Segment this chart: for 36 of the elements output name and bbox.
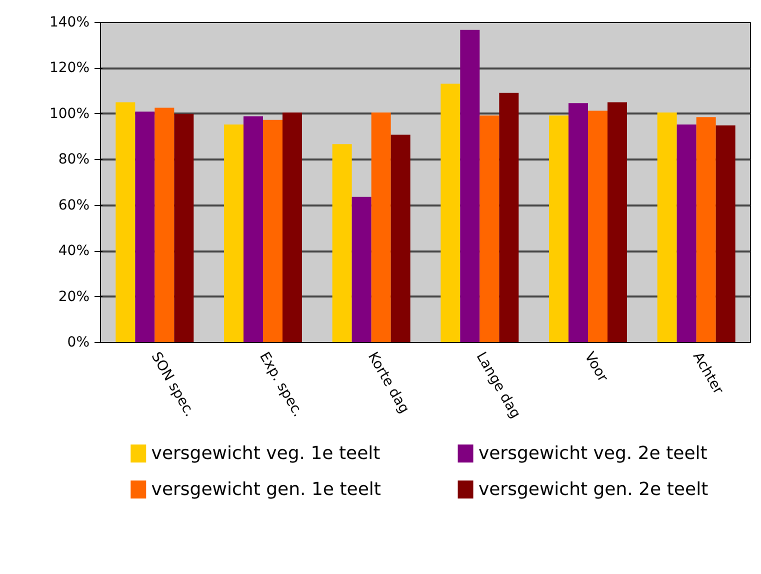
bar: [549, 116, 568, 342]
bar: [480, 116, 500, 342]
y-tick-label: 40%: [58, 243, 90, 260]
bar: [676, 124, 696, 342]
y-tick-label: 100%: [49, 106, 90, 122]
bar: [568, 103, 588, 342]
y-tick-label: 140%: [49, 14, 90, 30]
y-tick-label: 20%: [58, 288, 90, 305]
bar: [716, 125, 736, 342]
bar: [352, 196, 372, 342]
bar: [263, 120, 282, 342]
y-tick-label: 80%: [58, 152, 90, 168]
bar: [390, 134, 410, 342]
legend-label: versgewicht gen. 2e teelt: [478, 479, 708, 500]
bar: [499, 92, 519, 342]
y-tick-label: 0%: [67, 334, 90, 350]
bar: [174, 114, 194, 342]
legend-label: versgewicht veg. 2e teelt: [478, 443, 708, 464]
legend-label: versgewicht veg. 1e teelt: [151, 443, 380, 464]
bar: [588, 110, 608, 342]
bar: [371, 112, 391, 342]
y-tick-label: 120%: [49, 60, 90, 76]
legend-label: versgewicht gen. 1e teelt: [151, 479, 381, 500]
bar: [440, 84, 460, 342]
bar: [116, 102, 136, 342]
bar: [282, 112, 302, 342]
bar: [332, 144, 352, 342]
bar: [696, 117, 716, 342]
bar: [657, 112, 677, 342]
bar: [460, 30, 480, 342]
bar: [224, 124, 244, 342]
bar: [608, 102, 627, 342]
y-tick-label: 60%: [58, 197, 90, 214]
bar: [244, 116, 263, 342]
bar: [135, 112, 155, 342]
bar: [154, 108, 174, 342]
